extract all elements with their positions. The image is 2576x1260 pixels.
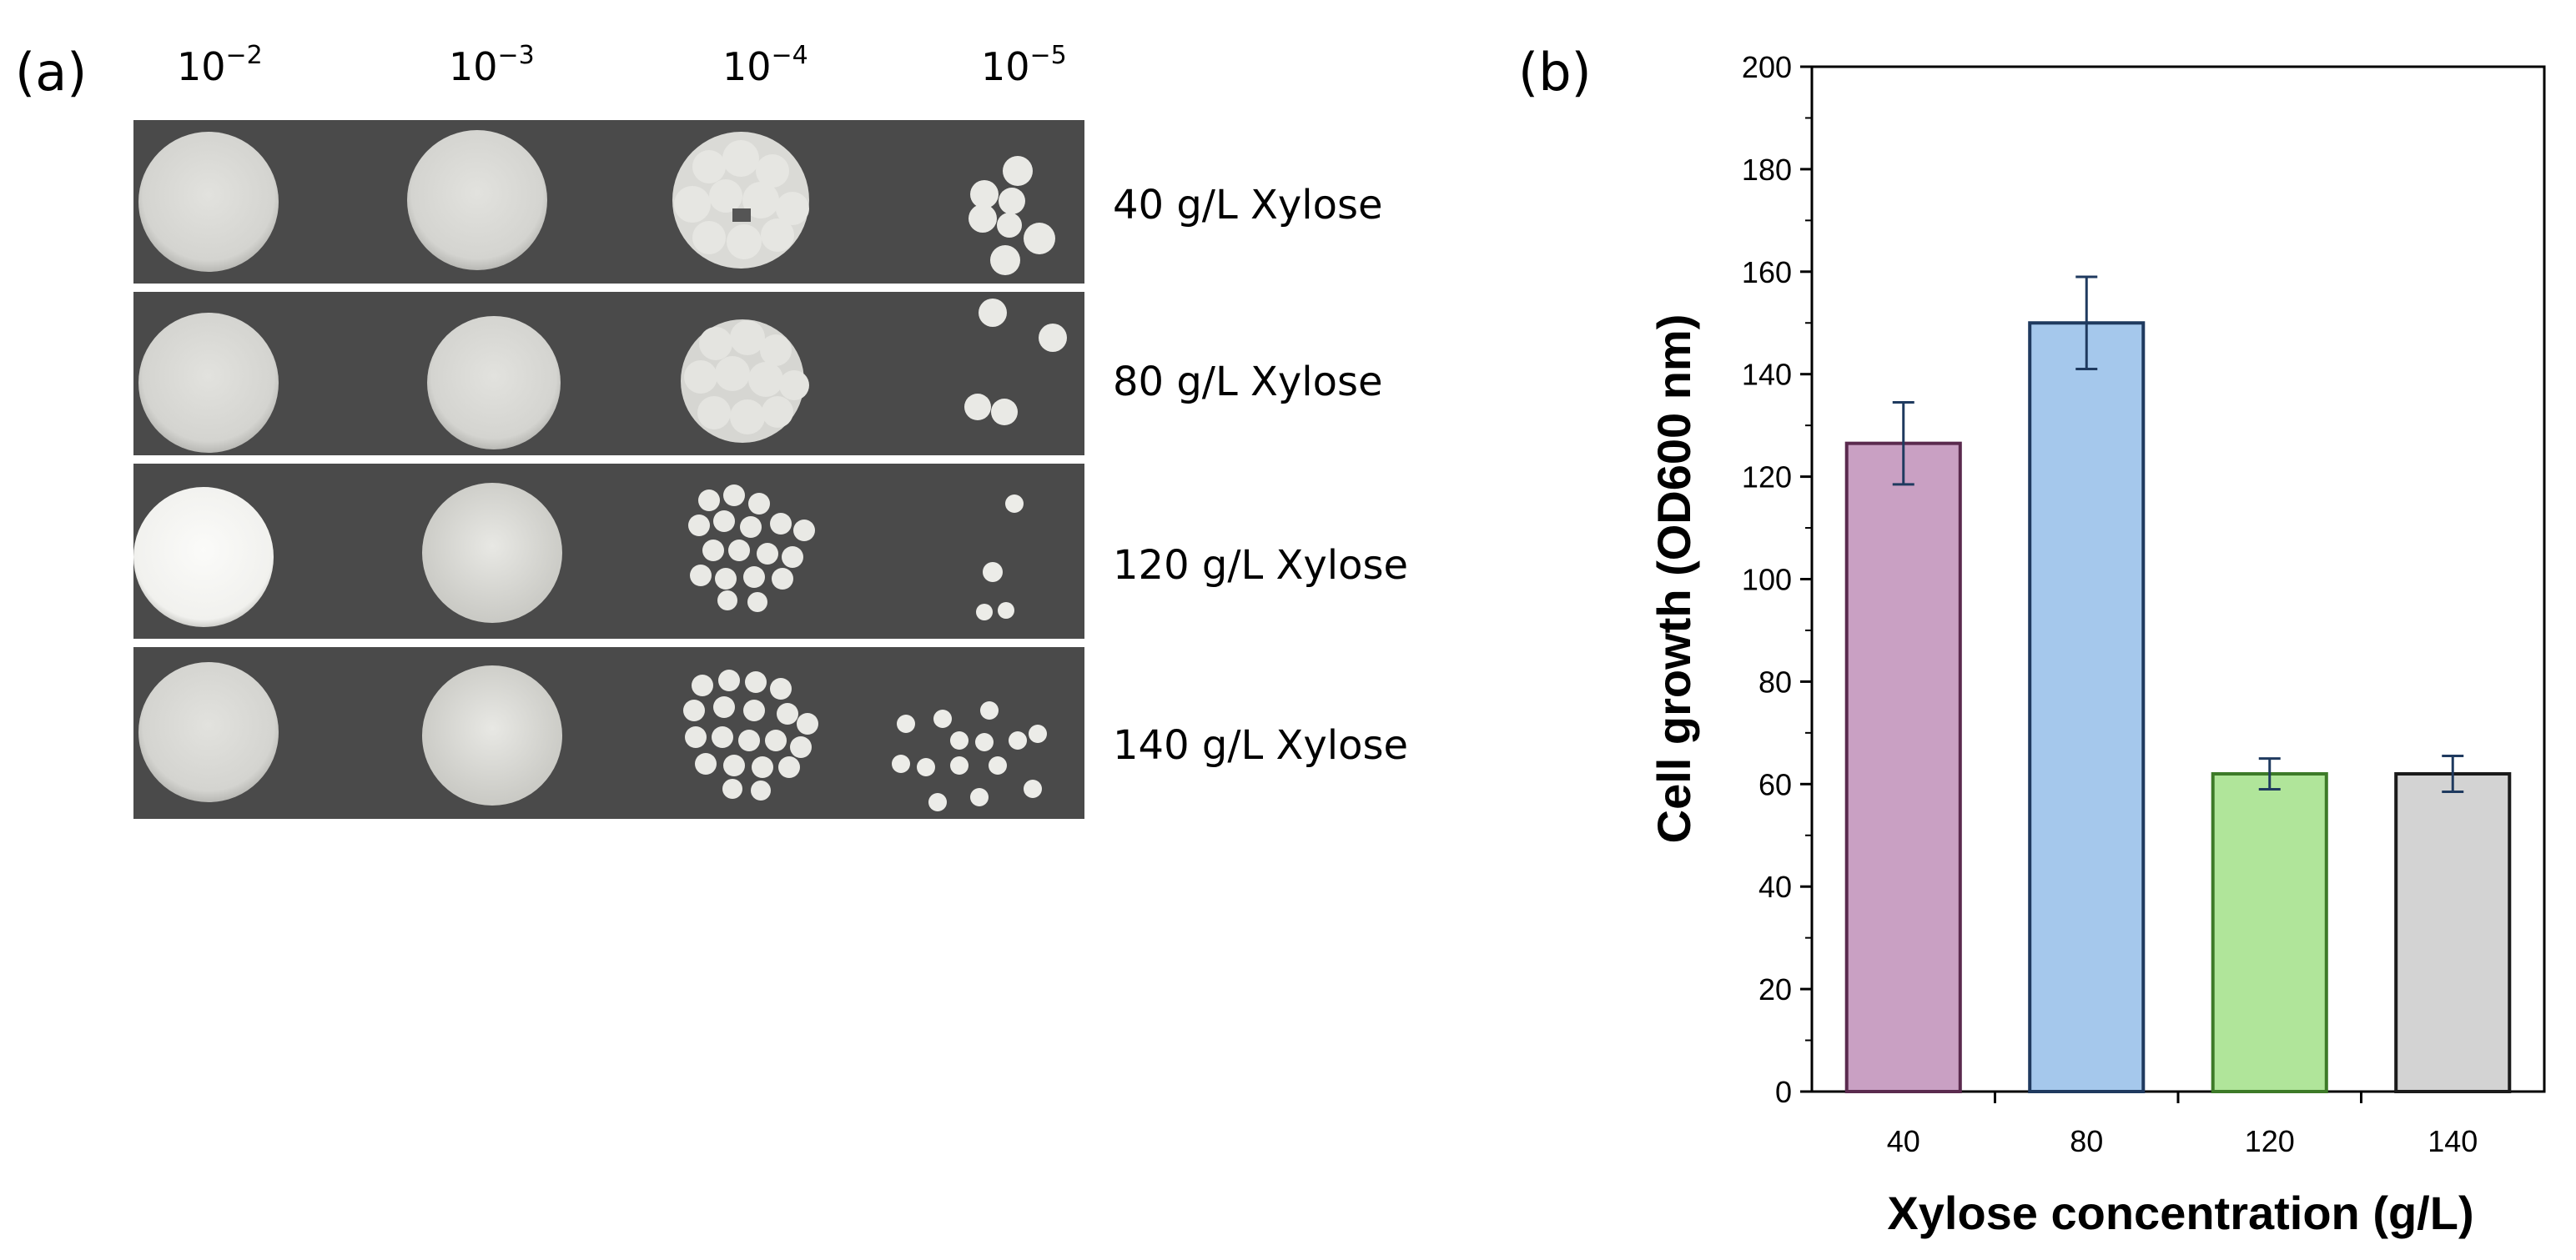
row-labels: 40 g/L Xylose 80 g/L Xylose 120 g/L Xylo… (1113, 182, 1408, 769)
y-tick-label: 180 (1742, 153, 1792, 187)
plate-row-120 (133, 464, 1084, 639)
bar-40 (1844, 441, 1962, 1093)
plate-strip (133, 292, 1084, 455)
plate-strip (133, 647, 1084, 819)
colony-cluster (683, 670, 818, 801)
plate-row-80 (133, 292, 1084, 455)
y-tick-label: 80 (1758, 665, 1792, 699)
bar-chart: 0 20 40 60 80 100 120 140 160 180 200 40 80 120 140 C… (1648, 50, 2546, 1239)
y-tick-label: 20 (1758, 972, 1792, 1006)
y-tick-label: 0 (1775, 1075, 1792, 1109)
bars (1844, 321, 2512, 1093)
colony-spot (427, 316, 561, 449)
row-label-140: 140 g/L Xylose (1113, 722, 1408, 769)
plate-row-40 (133, 120, 1084, 284)
x-tick-label: 120 (2245, 1124, 2295, 1158)
bar-120 (2211, 772, 2328, 1093)
dilution-header-3: 10−4 (722, 41, 808, 89)
plate-strip (133, 464, 1084, 639)
colony-cluster (976, 494, 1024, 620)
error-bars (1892, 275, 2464, 794)
y-axis-title: Cell growth (OD600 nm) (1648, 314, 1700, 844)
y-axis-ticks: 0 20 40 60 80 100 120 140 160 180 200 (1742, 50, 1812, 1109)
dilution-header-2: 10−3 (449, 41, 535, 89)
row-label-80: 80 g/L Xylose (1113, 359, 1383, 405)
colony-spot (133, 487, 274, 627)
colony-cluster (681, 319, 809, 443)
plate-strip (133, 120, 1084, 284)
colony-spot (138, 662, 279, 802)
colony-cluster (892, 701, 1047, 811)
colony-cluster (688, 484, 815, 612)
colony-spot (422, 665, 562, 806)
colony-gap (732, 208, 751, 222)
y-tick-label: 140 (1742, 358, 1792, 392)
y-tick-label: 60 (1758, 767, 1792, 801)
plate-row-140 (133, 647, 1084, 819)
y-tick-label: 100 (1742, 563, 1792, 597)
colony-spot (407, 130, 547, 270)
panel-b-label: (b) (1518, 42, 1592, 103)
colony-cluster (964, 299, 1067, 425)
bar-80 (2028, 321, 2146, 1093)
row-label-120: 120 g/L Xylose (1113, 542, 1408, 589)
colony-spot (422, 483, 562, 623)
dilution-header-4: 10−5 (981, 41, 1067, 89)
dilution-headers: 10−2 10−3 10−4 10−5 (177, 41, 1067, 89)
panel-a-label: (a) (15, 42, 87, 103)
bar-140 (2394, 772, 2512, 1093)
row-label-40: 40 g/L Xylose (1113, 182, 1383, 228)
x-tick-label: 140 (2428, 1124, 2478, 1158)
dilution-header-1: 10−2 (177, 41, 263, 89)
x-tick-label: 80 (2070, 1124, 2103, 1158)
x-axis-title: Xylose concentration (g/L) (1887, 1187, 2473, 1239)
y-tick-label: 160 (1742, 255, 1792, 289)
colony-cluster (969, 156, 1055, 275)
x-axis-ticks: 40 80 120 140 (1887, 1092, 2478, 1158)
y-tick-label: 200 (1742, 50, 1792, 84)
x-tick-label: 40 (1887, 1124, 1920, 1158)
colony-cluster (672, 132, 809, 269)
y-tick-label: 120 (1742, 460, 1792, 494)
y-tick-label: 40 (1758, 870, 1792, 904)
colony-spot (138, 313, 279, 453)
colony-spot (138, 132, 279, 272)
